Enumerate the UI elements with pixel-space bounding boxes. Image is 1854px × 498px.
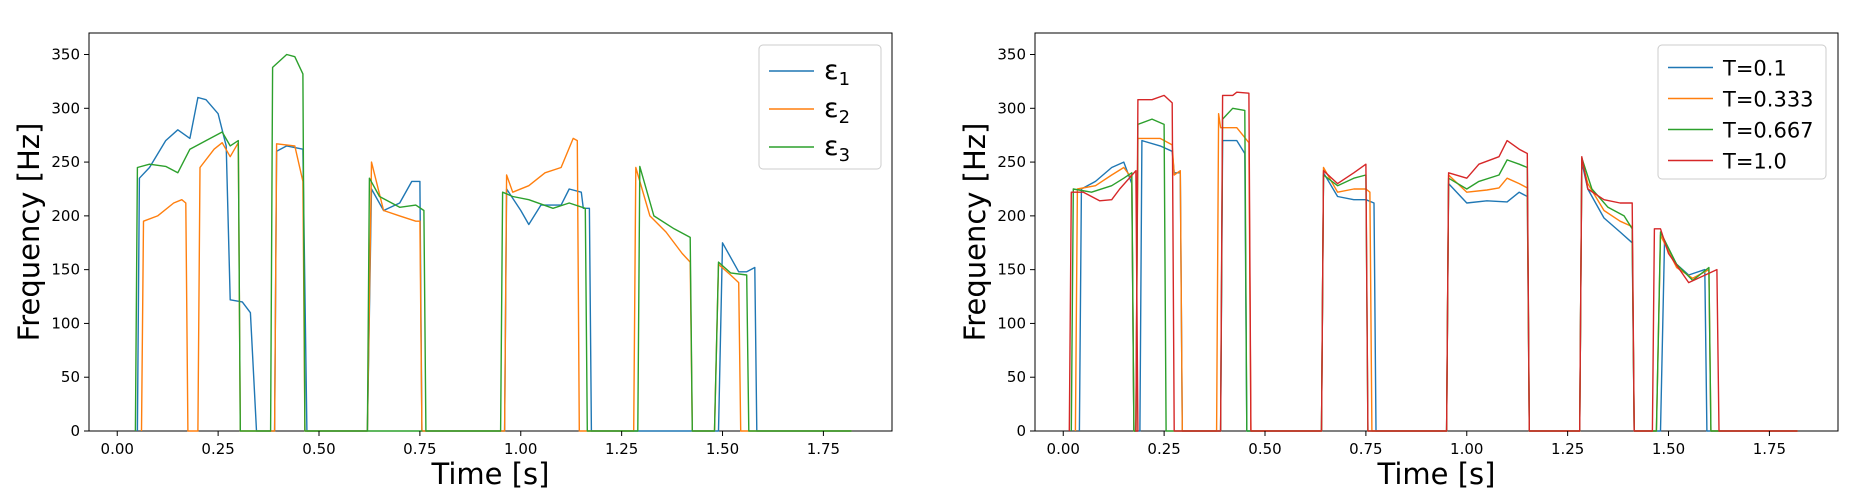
series-line-4 — [1068, 91, 1798, 432]
legend-item: ε2 — [769, 93, 850, 128]
legend-item: T=0.667 — [1668, 119, 1814, 143]
y-tick-label: 0 — [70, 422, 80, 440]
series-line-2 — [140, 137, 852, 432]
x-tick-label: 1.75 — [807, 440, 840, 458]
y-tick-label: 150 — [51, 261, 80, 279]
x-tick-label: 1.25 — [605, 440, 638, 458]
x-tick-label: 0.25 — [1147, 440, 1180, 458]
legend: T=0.1 T=0.333 T=0.667 T=1.0 — [1657, 44, 1827, 180]
x-tick-label: 0.25 — [201, 440, 234, 458]
x-tick-label: 1.50 — [706, 440, 739, 458]
legend-box — [758, 44, 882, 170]
legend-label-subscript: 1 — [839, 69, 850, 90]
legend-label: ε3 — [824, 131, 850, 166]
legend-label: T=1.0 — [1722, 150, 1787, 174]
y-tick-label: 0 — [1016, 422, 1026, 440]
x-tick-label: 1.75 — [1753, 440, 1786, 458]
legend-item: ε1 — [769, 55, 850, 90]
legend-label-text: T=1.0 — [1722, 150, 1787, 174]
plot-frame — [88, 32, 893, 432]
x-tick-label: 0.50 — [302, 440, 335, 458]
legend-label: T=0.333 — [1722, 88, 1814, 112]
left-chart-panel: 0.00 0.25 0.50 0.75 1.00 1.25 1.50 1.75 0 50 100 15… — [12, 32, 893, 491]
y-tick-label: 150 — [997, 261, 1026, 279]
legend-label-text: ε — [824, 55, 839, 86]
x-tick-label: 0.75 — [1349, 440, 1382, 458]
y-tick-label: 350 — [997, 46, 1026, 64]
x-axis-label: Time [s] — [431, 457, 550, 491]
y-tick-label: 200 — [997, 207, 1026, 225]
y-tick-label: 300 — [51, 99, 80, 117]
x-tick-label: 0.50 — [1248, 440, 1281, 458]
legend-item: T=1.0 — [1668, 150, 1787, 174]
y-axis-label: Frequency [Hz] — [12, 123, 46, 342]
right-chart-panel: 0.00 0.25 0.50 0.75 1.00 1.25 1.50 1.75 0 50 100 15… — [958, 32, 1839, 491]
legend-label-text: ε — [824, 93, 839, 124]
legend-label: T=0.667 — [1722, 119, 1814, 143]
legend-label-text: T=0.1 — [1722, 57, 1787, 81]
x-tick-label: 0.00 — [101, 440, 134, 458]
y-tick-label: 250 — [997, 153, 1026, 171]
y-tick-label: 50 — [1007, 368, 1026, 386]
legend-label-text: ε — [824, 131, 839, 162]
legend-label-subscript: 3 — [839, 145, 850, 166]
legend-label-text: T=0.667 — [1722, 119, 1814, 143]
y-tick-label: 50 — [61, 368, 80, 386]
x-tick-label: 0.75 — [403, 440, 436, 458]
legend-label: ε1 — [824, 55, 850, 90]
y-tick-label: 250 — [51, 153, 80, 171]
y-tick-label: 200 — [51, 207, 80, 225]
legend-label-text: T=0.333 — [1722, 88, 1814, 112]
y-axis-label: Frequency [Hz] — [958, 123, 992, 342]
x-tick-label: 0.00 — [1047, 440, 1080, 458]
y-tick-label: 300 — [997, 99, 1026, 117]
legend-label: ε2 — [824, 93, 850, 128]
y-tick-label: 100 — [51, 314, 80, 332]
x-axis-label: Time [s] — [1377, 457, 1496, 491]
x-tick-label: 1.00 — [504, 440, 537, 458]
y-tick-label: 350 — [51, 46, 80, 64]
x-tick-label: 1.25 — [1551, 440, 1584, 458]
legend-label: T=0.1 — [1722, 57, 1787, 81]
legend-box — [1657, 44, 1827, 180]
series-line-3 — [134, 53, 852, 432]
y-tick-label: 100 — [997, 314, 1026, 332]
series-line-1 — [136, 96, 852, 432]
x-tick-label: 1.50 — [1652, 440, 1685, 458]
legend-item: ε3 — [769, 131, 850, 166]
x-tick-label: 1.00 — [1450, 440, 1483, 458]
legend-label-subscript: 2 — [839, 107, 850, 128]
legend-item: T=0.333 — [1668, 88, 1814, 112]
legend-item: T=0.1 — [1668, 57, 1787, 81]
